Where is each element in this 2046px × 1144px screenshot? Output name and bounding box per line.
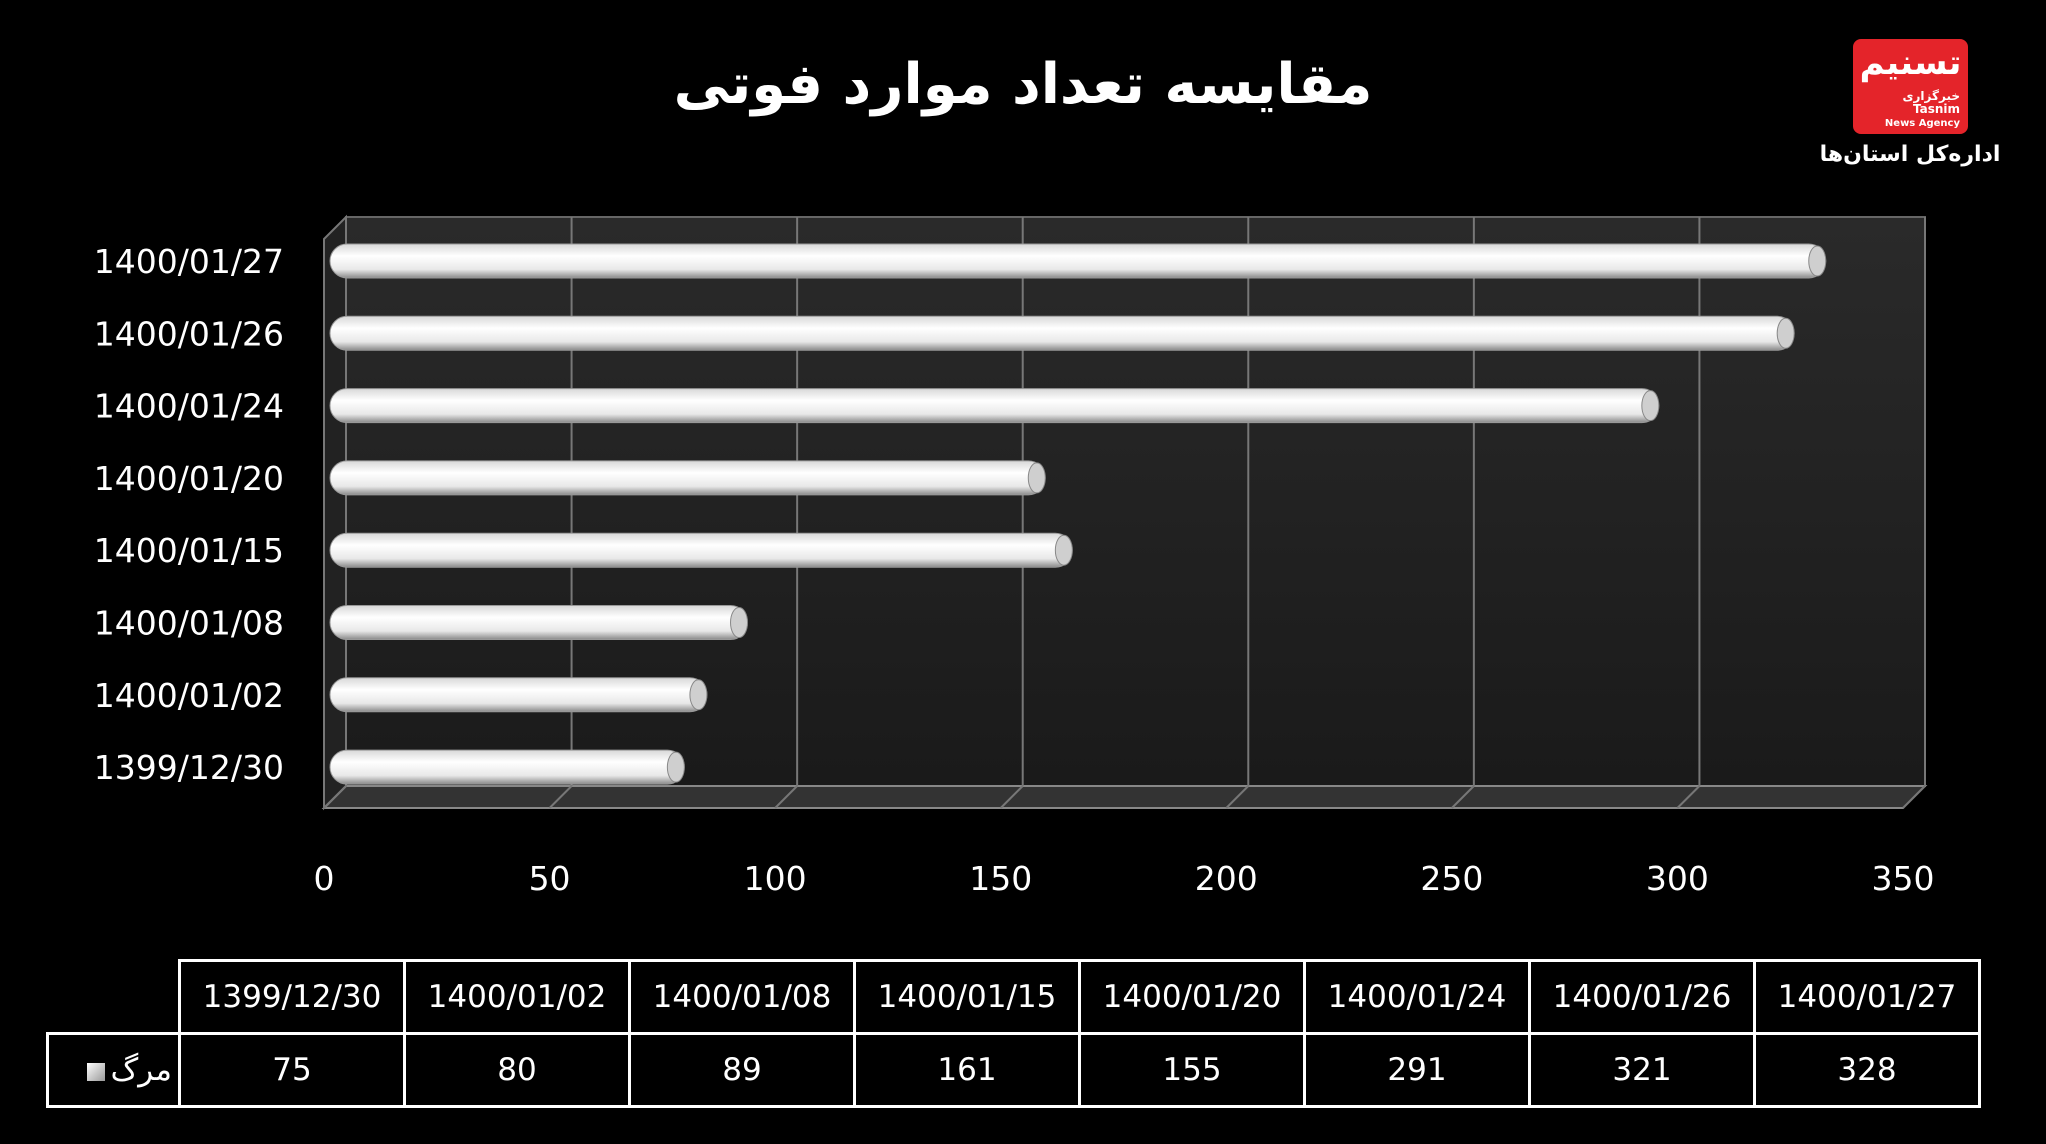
bar [329, 460, 1046, 496]
floor-gridline [1902, 785, 1926, 809]
x-tick-label: 100 [744, 859, 807, 898]
x-tick-label: 50 [529, 859, 571, 898]
y-tick-label: 1400/01/26 [94, 314, 284, 353]
x-tick-label: 0 [314, 859, 335, 898]
table-header-cell: 1400/01/24 [1303, 959, 1531, 1035]
table-value-cell: 161 [853, 1032, 1081, 1108]
bar [329, 677, 708, 713]
data-table: 1399/12/30 1400/01/02 1400/01/08 1400/01/15… [46, 959, 1981, 1108]
legend-swatch [86, 1062, 105, 1081]
logo-mark: تسنیم [1859, 43, 1962, 83]
table-value-cell: 291 [1303, 1032, 1531, 1108]
bar-chart: 0 50 100 150 200 250 300 350 1399/12/30 1400/01/0… [94, 214, 1935, 898]
bar [329, 532, 1073, 568]
logo-sub2: Tasnim [1912, 102, 1960, 116]
bar-end-cap [1808, 245, 1827, 277]
y-tick-label: 1400/01/15 [94, 531, 284, 570]
table-header-cell: 1400/01/15 [853, 959, 1081, 1035]
bar [329, 243, 1827, 279]
bar-end-cap [1776, 317, 1795, 349]
bar-end-cap [689, 679, 708, 711]
table-value-cell: 321 [1528, 1032, 1756, 1108]
logo-text: خبرگزاری Tasnim News Agency [1885, 90, 1960, 130]
y-tick-label: 1400/01/20 [94, 459, 284, 498]
table-corner [48, 961, 180, 1034]
floor-gridline [323, 785, 347, 809]
bar [329, 315, 1795, 351]
table-value-cell: 89 [628, 1032, 856, 1108]
table-header-cell: 1400/01/02 [403, 959, 631, 1035]
floor-gridline [548, 785, 573, 809]
logo-sub3: News Agency [1884, 118, 1960, 129]
floor-gridline [1676, 785, 1701, 809]
bar-end-cap [1027, 462, 1046, 494]
floor-gridline [1451, 785, 1475, 809]
x-tick-label: 250 [1420, 859, 1483, 898]
table-header-row: 1399/12/30 1400/01/02 1400/01/08 1400/01/15… [48, 959, 1981, 1035]
logo-sub1: خبرگزاری [1902, 89, 1960, 103]
table-header-cell: 1400/01/27 [1753, 959, 1981, 1035]
bar-end-cap [666, 751, 685, 783]
table-header-cell: 1400/01/20 [1078, 959, 1306, 1035]
bar-end-cap [1054, 534, 1073, 566]
bar-end-cap [1641, 390, 1660, 422]
table-value-cell: 328 [1753, 1032, 1981, 1108]
table-value-cell: 80 [403, 1032, 631, 1108]
logo-caption: اداره‌کل استان‌ها [1819, 142, 2001, 167]
x-tick-label: 300 [1646, 859, 1709, 898]
x-tick-label: 200 [1195, 859, 1258, 898]
side-wall [323, 214, 347, 811]
table-header-cell: 1400/01/08 [628, 959, 856, 1035]
chart-title: مقایسه تعداد موارد فوتی [673, 52, 1373, 117]
legend-cell: مرگ [46, 1032, 181, 1108]
y-tick-label: 1400/01/27 [94, 242, 284, 281]
bar [329, 749, 685, 785]
table-header-cell: 1399/12/30 [178, 959, 406, 1035]
table-header-cell: 1400/01/26 [1528, 959, 1756, 1035]
x-tick-label: 350 [1872, 859, 1935, 898]
x-tick-label: 150 [969, 859, 1032, 898]
table-row: مرگ 75 80 89 161 155 291 321 328 [46, 1032, 1981, 1108]
y-tick-label: 1400/01/24 [94, 387, 284, 426]
legend-label: مرگ [110, 1052, 172, 1088]
floor-gridline [774, 785, 798, 809]
table-value-cell: 155 [1078, 1032, 1306, 1108]
bar [329, 605, 749, 640]
y-tick-label: 1399/12/30 [94, 748, 284, 787]
tasnim-logo: تسنیم خبرگزاری Tasnim News Agency [1853, 39, 1968, 134]
y-tick-label: 1400/01/08 [94, 604, 284, 643]
y-tick-label: 1400/01/02 [94, 676, 284, 715]
floor-gridline [1000, 785, 1024, 809]
floor [321, 785, 1928, 809]
bar [329, 388, 1660, 424]
bar-end-cap [730, 607, 749, 638]
table-value-cell: 75 [178, 1032, 406, 1108]
floor-gridline [1225, 785, 1249, 809]
